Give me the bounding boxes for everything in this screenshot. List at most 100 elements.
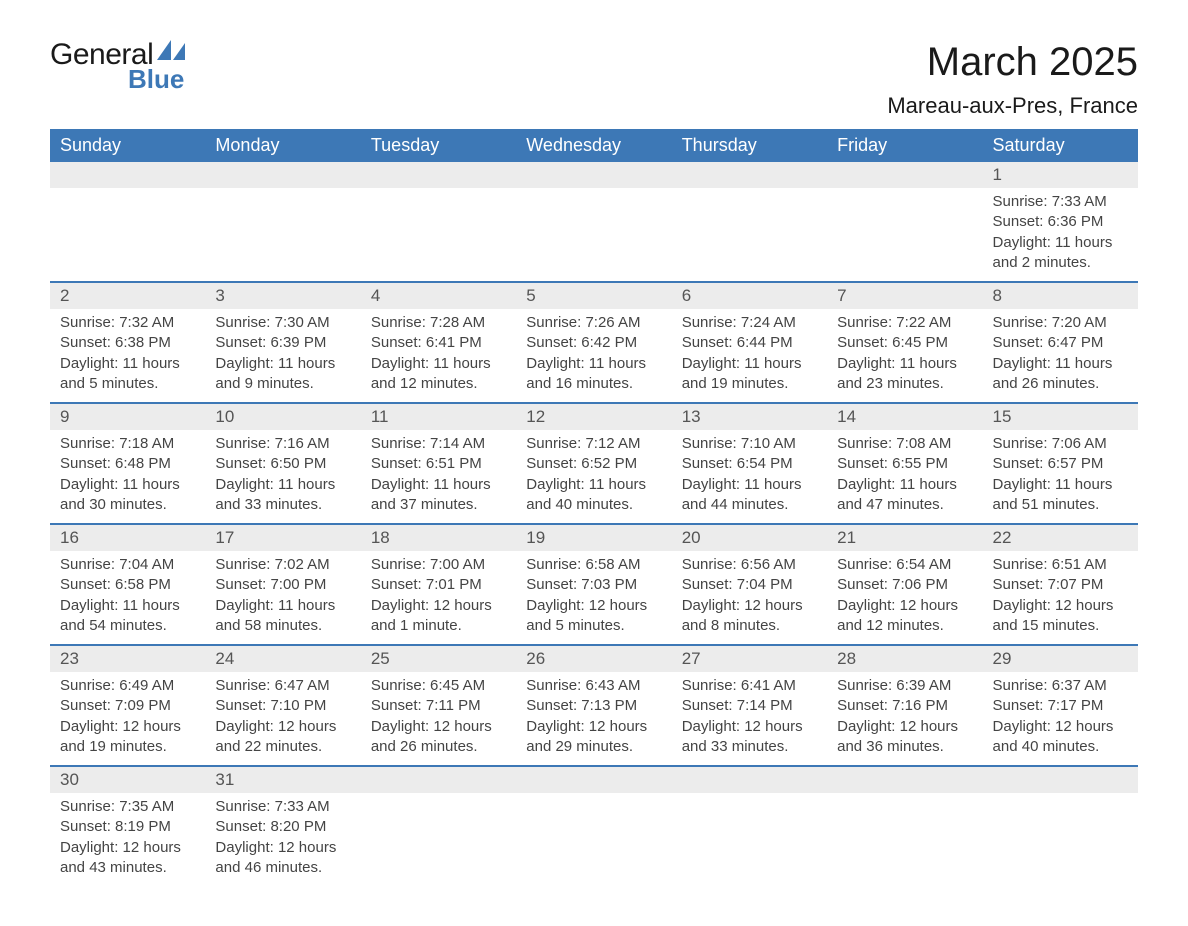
day-cell: Sunrise: 7:22 AMSunset: 6:45 PMDaylight:… (827, 309, 982, 403)
day-number: 19 (516, 524, 671, 551)
day-cell: Sunrise: 7:33 AMSunset: 6:36 PMDaylight:… (983, 188, 1138, 282)
day-cell (672, 793, 827, 886)
day-cell: Sunrise: 7:14 AMSunset: 6:51 PMDaylight:… (361, 430, 516, 524)
day-number: 31 (205, 766, 360, 793)
day-number: 24 (205, 645, 360, 672)
brand-word2: Blue (128, 66, 185, 92)
day-number: 7 (827, 282, 982, 309)
brand-triangle-icon (157, 40, 185, 64)
day-cell: Sunrise: 6:49 AMSunset: 7:09 PMDaylight:… (50, 672, 205, 766)
day-number: 13 (672, 403, 827, 430)
day-number (516, 766, 671, 793)
day-number: 23 (50, 645, 205, 672)
day-number: 15 (983, 403, 1138, 430)
day-header: Friday (827, 129, 982, 162)
day-header: Tuesday (361, 129, 516, 162)
day-number: 9 (50, 403, 205, 430)
brand-logo: General Blue (50, 40, 185, 92)
day-cell: Sunrise: 7:18 AMSunset: 6:48 PMDaylight:… (50, 430, 205, 524)
day-cell: Sunrise: 6:47 AMSunset: 7:10 PMDaylight:… (205, 672, 360, 766)
day-cell: Sunrise: 7:28 AMSunset: 6:41 PMDaylight:… (361, 309, 516, 403)
day-number: 30 (50, 766, 205, 793)
day-number (827, 162, 982, 188)
day-number (672, 162, 827, 188)
day-content-row: Sunrise: 7:18 AMSunset: 6:48 PMDaylight:… (50, 430, 1138, 524)
day-number (361, 766, 516, 793)
day-cell (983, 793, 1138, 886)
day-cell: Sunrise: 7:35 AMSunset: 8:19 PMDaylight:… (50, 793, 205, 886)
day-cell: Sunrise: 6:45 AMSunset: 7:11 PMDaylight:… (361, 672, 516, 766)
day-number: 3 (205, 282, 360, 309)
day-cell (205, 188, 360, 282)
day-number: 12 (516, 403, 671, 430)
day-number-row: 23242526272829 (50, 645, 1138, 672)
day-number: 25 (361, 645, 516, 672)
day-cell (361, 188, 516, 282)
day-cell: Sunrise: 7:30 AMSunset: 6:39 PMDaylight:… (205, 309, 360, 403)
day-cell (516, 793, 671, 886)
day-cell: Sunrise: 7:10 AMSunset: 6:54 PMDaylight:… (672, 430, 827, 524)
day-cell: Sunrise: 6:54 AMSunset: 7:06 PMDaylight:… (827, 551, 982, 645)
day-cell: Sunrise: 6:37 AMSunset: 7:17 PMDaylight:… (983, 672, 1138, 766)
day-number (516, 162, 671, 188)
calendar-table: Sunday Monday Tuesday Wednesday Thursday… (50, 129, 1138, 886)
day-number-row: 9101112131415 (50, 403, 1138, 430)
day-number: 16 (50, 524, 205, 551)
day-content-row: Sunrise: 7:35 AMSunset: 8:19 PMDaylight:… (50, 793, 1138, 886)
day-header: Monday (205, 129, 360, 162)
day-cell (361, 793, 516, 886)
day-number: 22 (983, 524, 1138, 551)
day-cell: Sunrise: 7:04 AMSunset: 6:58 PMDaylight:… (50, 551, 205, 645)
day-number: 6 (672, 282, 827, 309)
day-header: Saturday (983, 129, 1138, 162)
day-cell: Sunrise: 6:41 AMSunset: 7:14 PMDaylight:… (672, 672, 827, 766)
day-cell: Sunrise: 6:51 AMSunset: 7:07 PMDaylight:… (983, 551, 1138, 645)
day-content-row: Sunrise: 7:33 AMSunset: 6:36 PMDaylight:… (50, 188, 1138, 282)
day-cell: Sunrise: 6:43 AMSunset: 7:13 PMDaylight:… (516, 672, 671, 766)
day-number: 5 (516, 282, 671, 309)
day-number: 28 (827, 645, 982, 672)
day-cell (827, 188, 982, 282)
day-number-row: 2345678 (50, 282, 1138, 309)
day-content-row: Sunrise: 7:32 AMSunset: 6:38 PMDaylight:… (50, 309, 1138, 403)
day-cell: Sunrise: 6:39 AMSunset: 7:16 PMDaylight:… (827, 672, 982, 766)
day-cell: Sunrise: 7:08 AMSunset: 6:55 PMDaylight:… (827, 430, 982, 524)
day-cell: Sunrise: 7:26 AMSunset: 6:42 PMDaylight:… (516, 309, 671, 403)
day-number (50, 162, 205, 188)
day-number (361, 162, 516, 188)
day-number: 18 (361, 524, 516, 551)
day-cell: Sunrise: 7:06 AMSunset: 6:57 PMDaylight:… (983, 430, 1138, 524)
day-cell (672, 188, 827, 282)
day-content-row: Sunrise: 6:49 AMSunset: 7:09 PMDaylight:… (50, 672, 1138, 766)
day-number (827, 766, 982, 793)
day-number: 8 (983, 282, 1138, 309)
day-number (672, 766, 827, 793)
day-header: Wednesday (516, 129, 671, 162)
day-cell: Sunrise: 7:20 AMSunset: 6:47 PMDaylight:… (983, 309, 1138, 403)
day-cell: Sunrise: 7:02 AMSunset: 7:00 PMDaylight:… (205, 551, 360, 645)
day-number (983, 766, 1138, 793)
location-subtitle: Mareau-aux-Pres, France (887, 93, 1138, 119)
day-cell: Sunrise: 7:00 AMSunset: 7:01 PMDaylight:… (361, 551, 516, 645)
day-cell: Sunrise: 7:32 AMSunset: 6:38 PMDaylight:… (50, 309, 205, 403)
day-number: 4 (361, 282, 516, 309)
day-number: 21 (827, 524, 982, 551)
day-header: Thursday (672, 129, 827, 162)
day-number: 20 (672, 524, 827, 551)
day-cell (516, 188, 671, 282)
day-number-row: 3031 (50, 766, 1138, 793)
day-cell (50, 188, 205, 282)
day-number-row: 1 (50, 162, 1138, 188)
day-cell: Sunrise: 6:56 AMSunset: 7:04 PMDaylight:… (672, 551, 827, 645)
day-number: 14 (827, 403, 982, 430)
day-number (205, 162, 360, 188)
day-cell: Sunrise: 7:12 AMSunset: 6:52 PMDaylight:… (516, 430, 671, 524)
day-header: Sunday (50, 129, 205, 162)
day-number: 1 (983, 162, 1138, 188)
day-cell: Sunrise: 6:58 AMSunset: 7:03 PMDaylight:… (516, 551, 671, 645)
day-number: 17 (205, 524, 360, 551)
day-number-row: 16171819202122 (50, 524, 1138, 551)
day-cell (827, 793, 982, 886)
page-title: March 2025 (887, 40, 1138, 85)
day-number: 26 (516, 645, 671, 672)
